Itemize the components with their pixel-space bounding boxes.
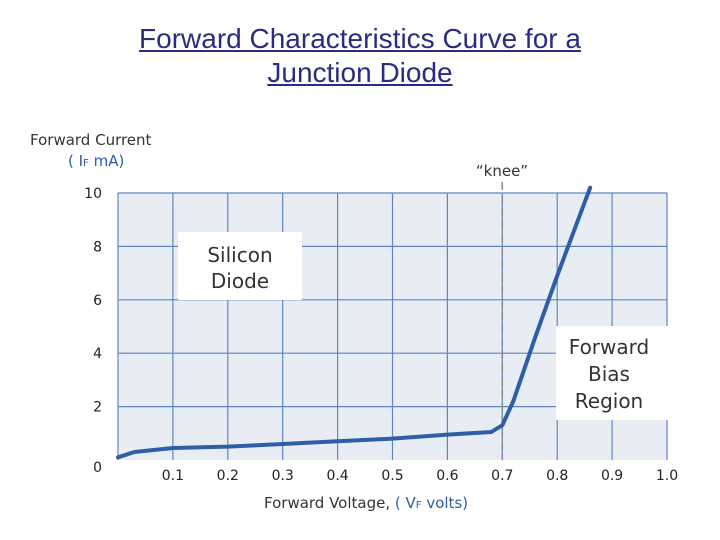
- x-tick-label-8: 0.9: [601, 468, 623, 484]
- region-label-line1: Forward: [569, 335, 649, 359]
- y-tick-labels: 0 2 4 6 8 10: [84, 186, 102, 476]
- x-tick-label-9: 1.0: [656, 468, 678, 484]
- chart-title-line2: Junction Diode: [267, 57, 453, 88]
- x-tick-label-6: 0.7: [491, 468, 513, 484]
- knee-annotation: “knee”: [476, 162, 528, 180]
- y-axis-title: Forward Current: [30, 131, 152, 149]
- y-tick-label-1: 2: [93, 400, 102, 416]
- x-tick-label-7: 0.8: [546, 468, 568, 484]
- region-label-line3: Region: [575, 389, 643, 413]
- x-axis-unit-open: ( V: [395, 494, 417, 512]
- x-tick-label-3: 0.4: [326, 468, 348, 484]
- y-axis-unit-sub: F: [83, 158, 89, 169]
- y-axis-unit-rest: mA): [89, 152, 125, 170]
- silicon-label-line2: Diode: [211, 269, 269, 293]
- y-axis-unit: ( IF mA): [68, 152, 124, 170]
- x-tick-labels: 0.1 0.2 0.3 0.4 0.5 0.6 0.7 0.8 0.9 1.0: [162, 468, 678, 484]
- y-tick-label-4: 8: [93, 239, 102, 255]
- x-tick-label-4: 0.5: [381, 468, 403, 484]
- y-tick-label-3: 6: [93, 293, 102, 309]
- y-tick-label-2: 4: [93, 346, 102, 362]
- series-line-forward-current: [116, 185, 593, 460]
- silicon-label-line1: Silicon: [207, 243, 272, 267]
- region-label-line2: Bias: [588, 362, 630, 386]
- chart-title-line1: Forward Characteristics Curve for a: [139, 23, 581, 54]
- silicon-label-box: [178, 232, 302, 300]
- x-axis-title-text: Forward Voltage,: [264, 494, 395, 512]
- x-tick-label-0: 0.1: [162, 468, 184, 484]
- x-tick-label-2: 0.3: [272, 468, 294, 484]
- y-tick-label-0: 0: [93, 460, 102, 476]
- x-tick-label-1: 0.2: [217, 468, 239, 484]
- x-axis-title: Forward Voltage, ( VF volts): [264, 494, 468, 512]
- x-tick-label-5: 0.6: [436, 468, 458, 484]
- chart-title: Forward Characteristics Curve for a Junc…: [0, 22, 720, 90]
- y-axis-unit-open: ( I: [68, 152, 83, 170]
- x-axis-unit-rest: volts): [422, 494, 469, 512]
- y-tick-label-5: 10: [84, 186, 102, 202]
- x-axis-unit-sub: F: [416, 500, 422, 511]
- region-label-box: [556, 326, 668, 420]
